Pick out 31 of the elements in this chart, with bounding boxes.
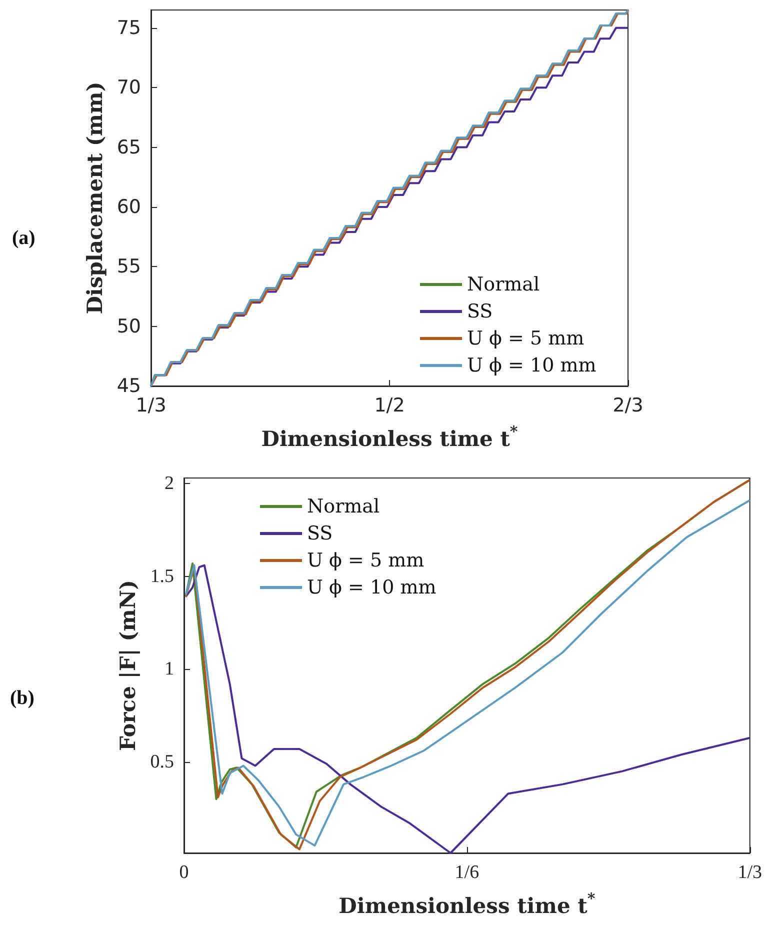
y-tick-label: 65 (116, 136, 141, 158)
x-tick-label: 1/6 (454, 862, 480, 883)
legend-label: SS (307, 522, 333, 544)
x-tick-label: 0 (179, 862, 189, 883)
x-tick-label: 1/3 (136, 394, 166, 416)
x-axis-title: Dimensionless time t* (338, 890, 596, 918)
y-tick-label: 60 (116, 196, 141, 218)
y-tick-label: 1.5 (150, 566, 174, 587)
x-axis-title: Dimensionless time t* (261, 422, 518, 451)
y-tick-label: 70 (116, 76, 141, 99)
legend-label: SS (467, 300, 493, 322)
y-tick-label: 50 (116, 315, 141, 338)
y-tick-label: 75 (116, 16, 141, 39)
legend-label: U ϕ = 5 mm (467, 328, 584, 350)
text: (b) (10, 687, 34, 709)
text: (a) (12, 227, 36, 249)
y-tick-label: 1 (164, 658, 174, 680)
legend-label: U ϕ = 5 mm (307, 550, 424, 572)
y-tick-label: 45 (116, 375, 141, 397)
y-tick-label: 2 (164, 473, 174, 494)
legend-label: Normal (467, 274, 540, 296)
legend-label: Normal (307, 496, 380, 518)
x-tick-label: 1/2 (374, 394, 405, 416)
y-axis-title: Force |F| (mN) (115, 580, 140, 752)
y-tick-label: 55 (116, 256, 141, 278)
legend-label: U ϕ = 10 mm (467, 354, 596, 376)
y-tick-label: 0.5 (150, 752, 174, 773)
x-tick-label: 1/3 (738, 862, 762, 883)
legend-label: U ϕ = 10 mm (307, 576, 436, 598)
y-axis-title: Displacement (mm) (82, 82, 107, 314)
x-tick-label: 2/3 (612, 394, 644, 416)
